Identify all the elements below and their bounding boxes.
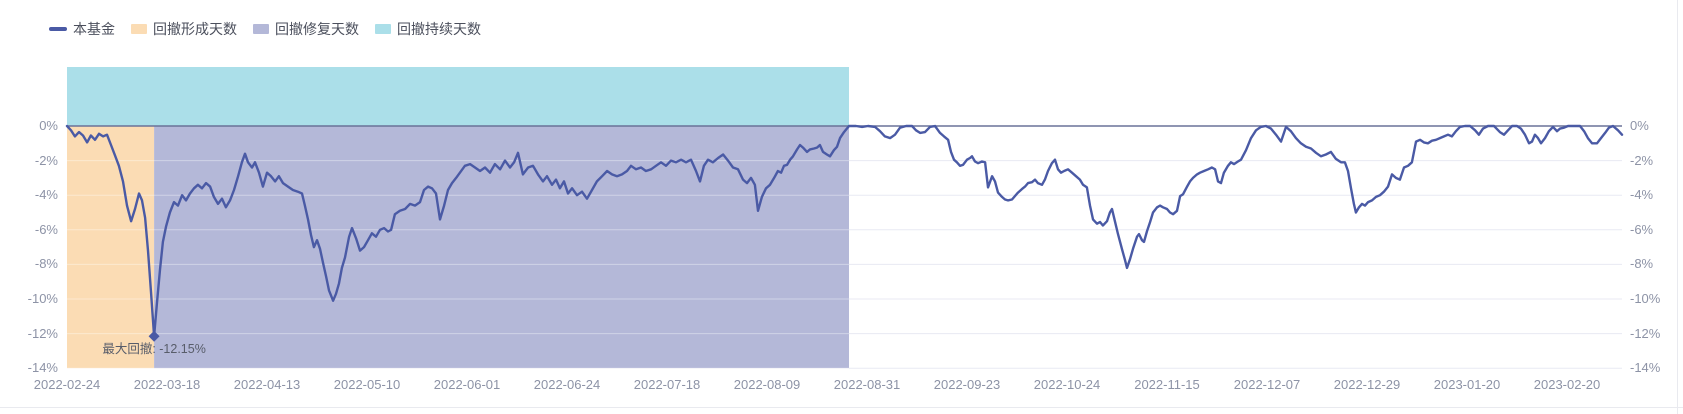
y-tick-label-right: -4% — [1630, 187, 1654, 202]
y-tick-label-right: -10% — [1630, 291, 1661, 306]
duration-band — [67, 67, 849, 126]
legend-item-fund[interactable]: 本基金 — [49, 21, 115, 37]
x-tick-label: 2022-08-09 — [733, 377, 801, 392]
legend-label-fund: 本基金 — [73, 21, 115, 37]
x-tick-label: 2023-01-20 — [1433, 377, 1501, 392]
max-drawdown-annotation: 最大回撤: -12.15% — [102, 342, 206, 356]
panel-bottom-border — [0, 407, 1683, 408]
y-tick-label-left: -8% — [34, 256, 58, 271]
panel-right-border — [1677, 0, 1678, 414]
x-tick-label: 2022-10-24 — [1033, 377, 1101, 392]
x-tick-label: 2022-09-23 — [933, 377, 1001, 392]
y-tick-label-left: -4% — [34, 187, 58, 202]
y-tick-label-right: -6% — [1630, 222, 1654, 237]
fund-line[interactable] — [65, 124, 1624, 338]
y-tick-label-left: -12% — [27, 326, 58, 341]
legend-item-repair[interactable]: 回撤修复天数 — [253, 21, 359, 37]
y-tick-label-left: -6% — [34, 222, 58, 237]
repair-band-swatch-icon — [253, 24, 269, 34]
x-tick-label: 2022-12-07 — [1233, 377, 1301, 392]
duration-band-swatch-icon — [375, 24, 391, 34]
x-tick-label: 2022-03-18 — [133, 377, 201, 392]
legend-item-duration[interactable]: 回撤持续天数 — [375, 21, 481, 37]
x-tick-label: 2022-05-10 — [333, 377, 401, 392]
y-tick-label-right: -14% — [1630, 360, 1661, 375]
x-tick-label: 2022-06-24 — [533, 377, 601, 392]
legend-label-repair: 回撤修复天数 — [275, 21, 359, 37]
y-tick-label-left: -2% — [34, 153, 58, 168]
max-drawdown-marker[interactable] — [148, 330, 160, 342]
formation-band — [67, 126, 155, 369]
y-tick-label-right: -8% — [1630, 256, 1654, 271]
x-tick-label: 2022-11-15 — [1134, 377, 1200, 392]
x-tick-label: 2022-08-31 — [833, 377, 901, 392]
x-tick-label: 2022-12-29 — [1333, 377, 1401, 392]
y-tick-label-left: 0% — [39, 118, 58, 133]
legend-label-duration: 回撤持续天数 — [397, 21, 481, 37]
legend-label-formation: 回撤形成天数 — [153, 21, 237, 37]
y-tick-label-right: -2% — [1630, 153, 1654, 168]
y-tick-label-right: 0% — [1630, 118, 1649, 133]
y-tick-label-left: -14% — [27, 360, 58, 375]
x-tick-label: 2022-04-13 — [233, 377, 301, 392]
repair-band — [154, 126, 850, 369]
legend-item-formation[interactable]: 回撤形成天数 — [131, 21, 237, 37]
x-tick-label: 2023-02-20 — [1533, 377, 1601, 392]
chart-legend: 本基金 回撤形成天数 回撤修复天数 回撤持续天数 — [49, 21, 481, 37]
fund-line-swatch-icon — [49, 27, 67, 31]
y-tick-label-right: -12% — [1630, 326, 1661, 341]
x-tick-label: 2022-02-24 — [33, 377, 101, 392]
formation-band-swatch-icon — [131, 24, 147, 34]
x-tick-label: 2022-06-01 — [433, 377, 501, 392]
x-tick-label: 2022-07-18 — [633, 377, 701, 392]
y-tick-label-left: -10% — [27, 291, 58, 306]
